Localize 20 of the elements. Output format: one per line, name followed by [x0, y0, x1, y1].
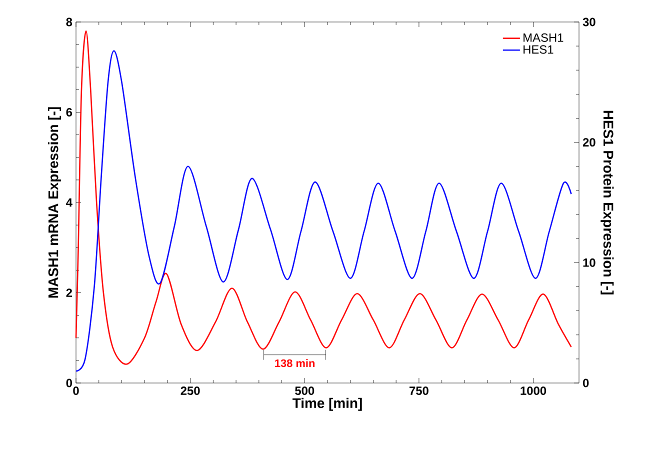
x-axis-title: Time [min] [292, 398, 362, 411]
x-tick-label: 500 [295, 386, 314, 395]
y2-tick-label: 0 [582, 378, 589, 388]
y-tick-label: 6 [66, 108, 72, 116]
y-tick-label: 8 [66, 18, 72, 26]
y-tick-label: 0 [66, 378, 72, 388]
legend-label: HES1 [524, 45, 554, 54]
legend-label: MASH1 [524, 33, 564, 42]
y2-axis-title: HES1 Protein Expression [-] [600, 110, 614, 294]
y2-tick-label: 10 [583, 258, 596, 267]
y-tick-label: 4 [66, 198, 72, 207]
x-tick-label: 750 [410, 386, 428, 395]
x-tick-label: 1000 [520, 386, 546, 395]
x-tick-label: 0 [73, 386, 79, 395]
annotation: 138 min [275, 359, 315, 368]
y2-tick-label: 20 [582, 138, 596, 147]
x-tick-label: 250 [180, 386, 200, 395]
y2-tick-label: 30 [582, 18, 596, 26]
y-axis-title: MASH1 mRNA Expression [-] [48, 107, 61, 298]
y-tick-label: 2 [66, 288, 72, 297]
